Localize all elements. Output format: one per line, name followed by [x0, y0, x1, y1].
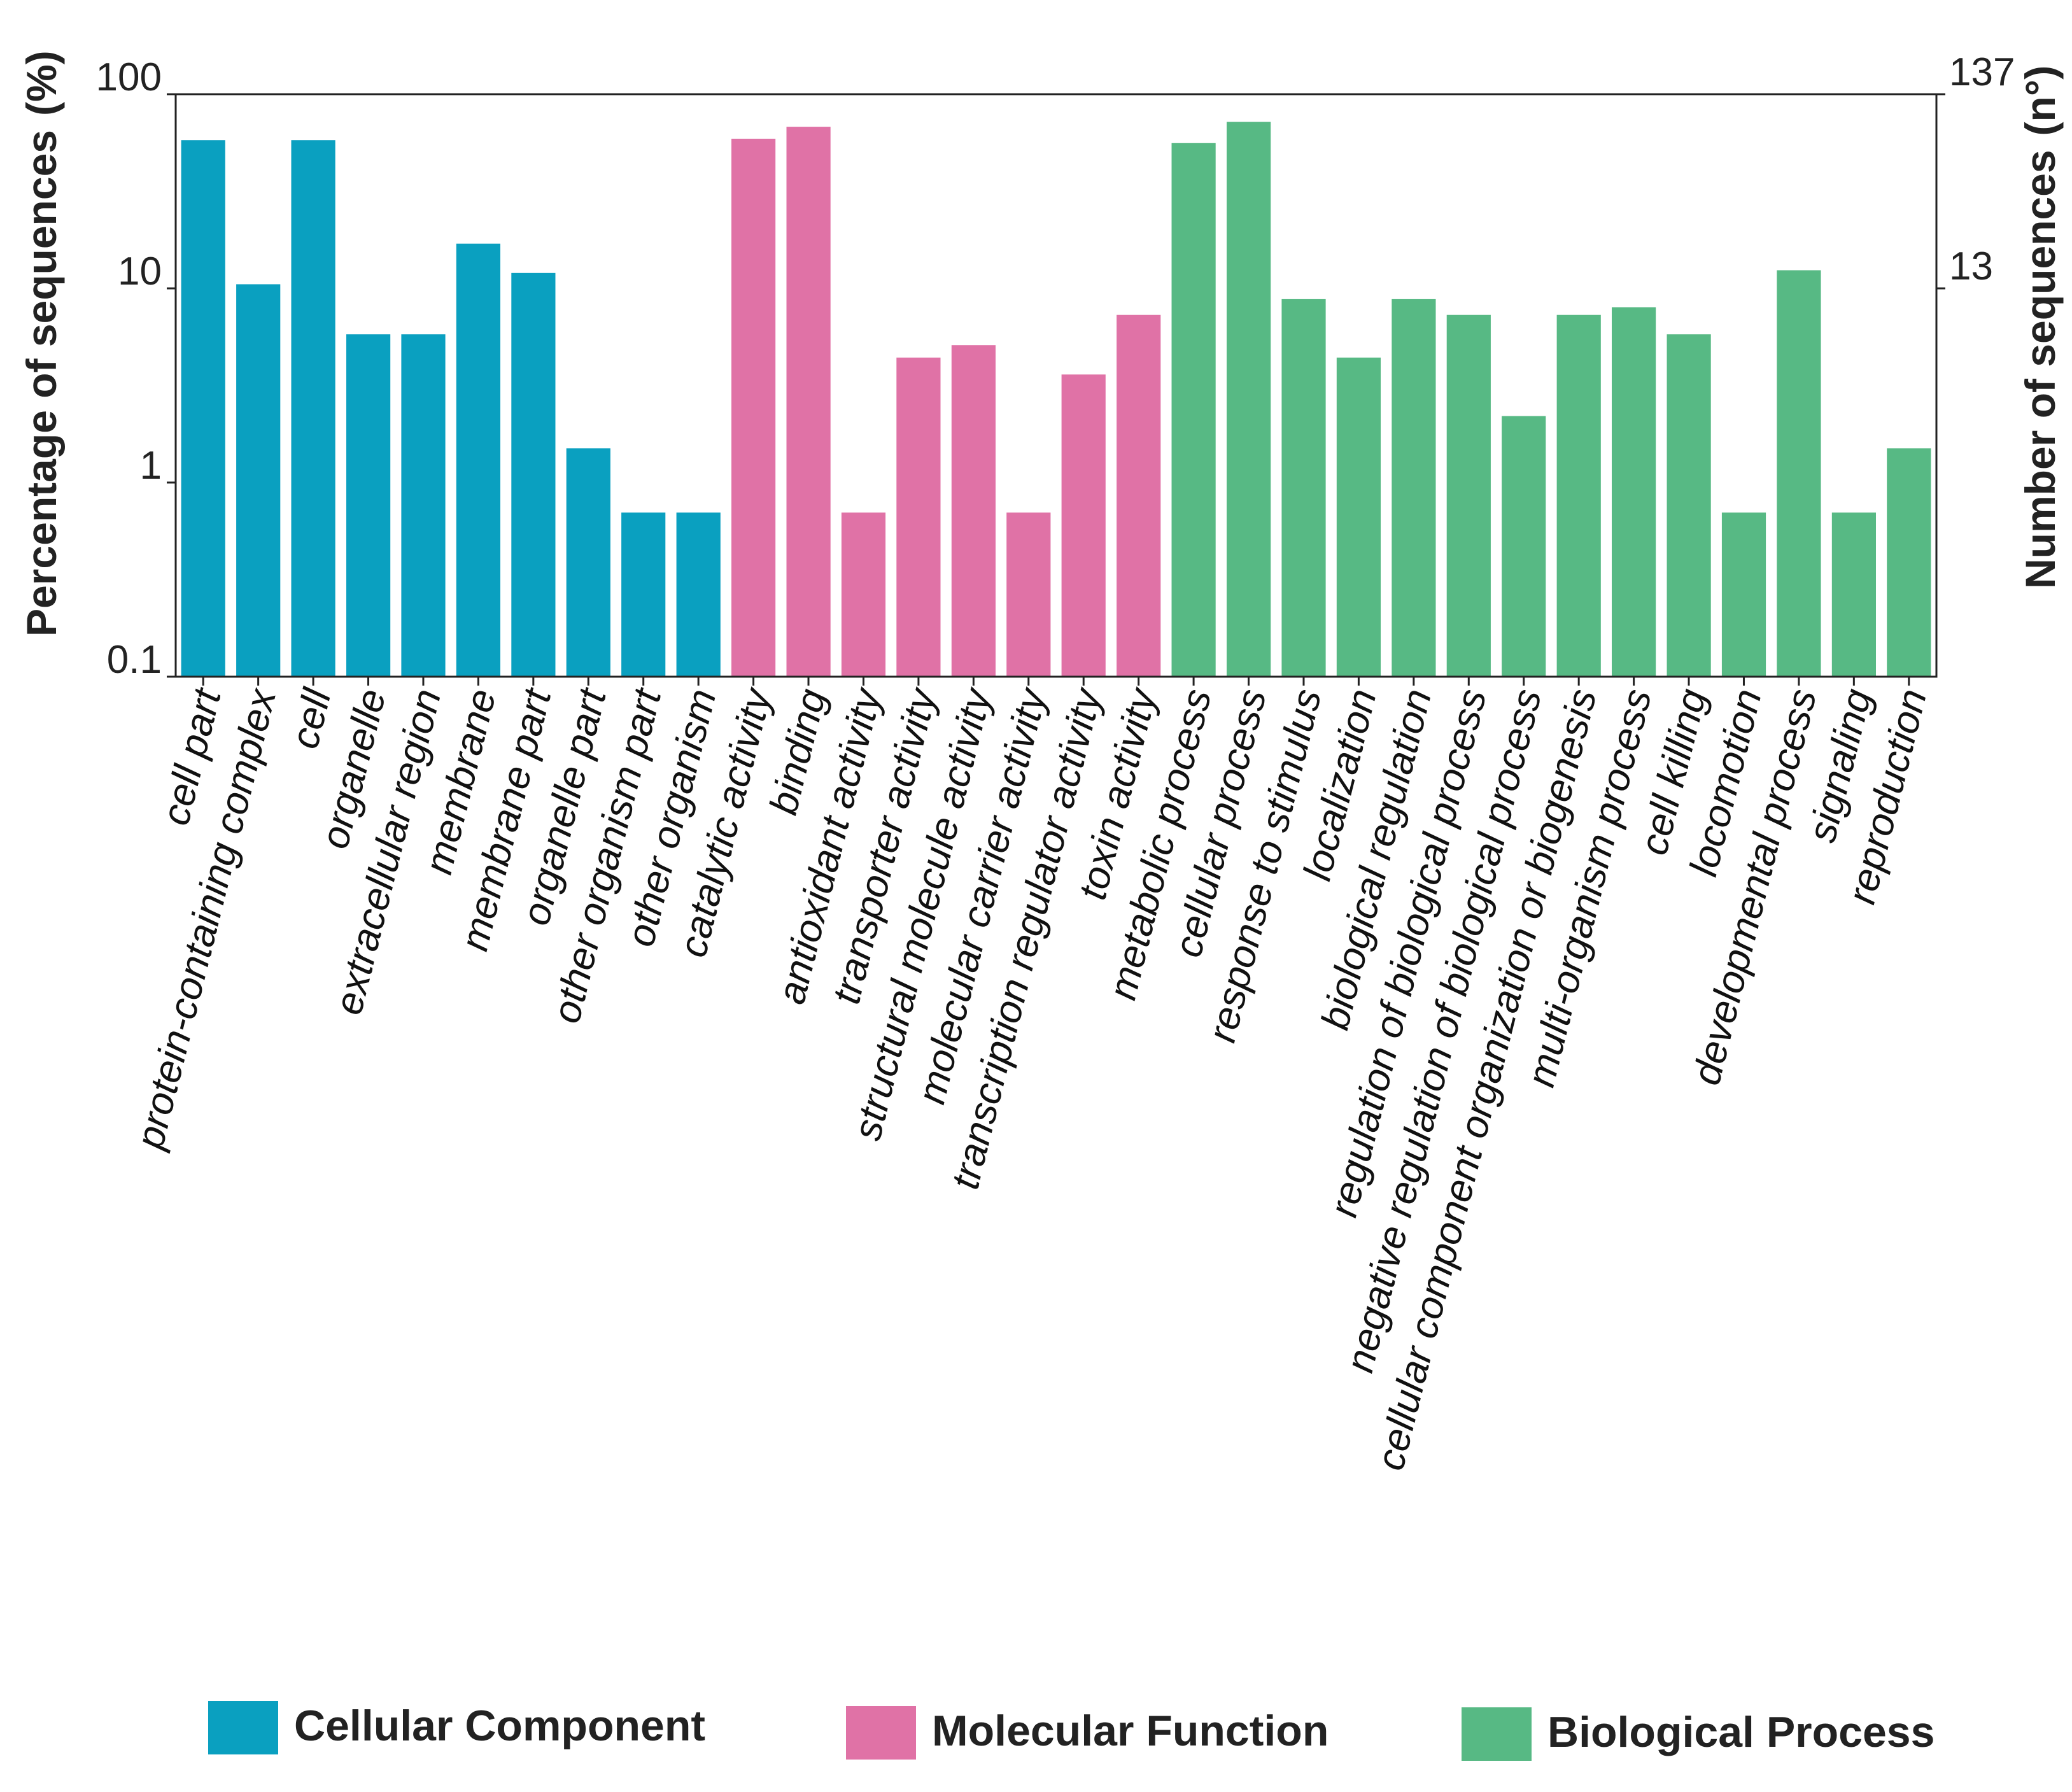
bar-cell-killing [1667, 334, 1711, 677]
y-tick-left-label: 100 [96, 55, 162, 99]
legend-swatch [846, 1706, 916, 1760]
bar-organelle-part [566, 448, 610, 677]
bar-multi-organism-process [1612, 307, 1656, 677]
bar-binding [786, 127, 831, 677]
bar-toxin-activity [1117, 314, 1161, 677]
bar-developmental-process [1777, 270, 1821, 677]
y-tick-right-label: 13 [1949, 244, 1993, 288]
bar-protein-containing-complex [236, 284, 281, 677]
y-axis-title-left: Percentage of sequences(%) [18, 50, 65, 637]
y-tick-left-label: 1 [140, 444, 162, 488]
bar-cell-part [181, 140, 225, 677]
category-label: cell [283, 683, 340, 752]
plot-frame [174, 93, 1938, 678]
legend-label: Cellular Component [294, 1702, 705, 1750]
legend-swatch [208, 1701, 278, 1754]
y-tick-left-label: 0.1 [107, 638, 162, 682]
y-axis-title-right: Number of sequences(n°) [2017, 66, 2064, 589]
legend: Cellular Component Molecular Function Biol… [208, 1701, 1935, 1761]
bar-transcription-regulator-activity [1061, 374, 1106, 677]
bar-transporter-activity [896, 357, 941, 677]
bar-organelle [346, 334, 391, 677]
legend-label: Biological Process [1547, 1708, 1935, 1756]
bar-structural-molecule-activity [951, 345, 996, 677]
bar-cellular-component-organization-or-biogenesis [1556, 314, 1601, 677]
bar-metabolic-process [1171, 143, 1216, 677]
bar-molecular-carrier-activity [1006, 512, 1051, 677]
bar-cellular-process [1227, 122, 1271, 677]
bar-extracellular-region [401, 334, 446, 677]
bar-antioxidant-activity [841, 512, 886, 677]
bar-membrane-part [511, 272, 556, 677]
bar-membrane [456, 243, 500, 677]
y-tick-right-label: 137 [1949, 50, 2015, 94]
bar-negative-regulation-of-biological-process [1502, 416, 1546, 677]
plot-border [174, 93, 1938, 678]
bar-regulation-of-biological-process [1446, 314, 1491, 677]
bar-other-organism-part [621, 512, 666, 677]
bar-cell [291, 140, 335, 677]
bar-signaling [1831, 512, 1876, 677]
bar-catalytic-activity [731, 138, 776, 677]
bar-reproduction [1887, 448, 1931, 677]
bar-localization [1336, 357, 1381, 677]
bar-locomotion [1721, 512, 1766, 677]
y-tick-left-label: 10 [118, 250, 162, 293]
bars-layer [181, 122, 1931, 677]
bar-response-to-stimulus [1281, 299, 1326, 677]
legend-swatch [1462, 1707, 1532, 1761]
legend-label: Molecular Function [932, 1707, 1328, 1755]
bar-other-organism [676, 512, 721, 677]
axis-ticks: 100 10 1 0.1 137 13 [96, 50, 2015, 686]
bar-biological-regulation [1392, 299, 1436, 677]
